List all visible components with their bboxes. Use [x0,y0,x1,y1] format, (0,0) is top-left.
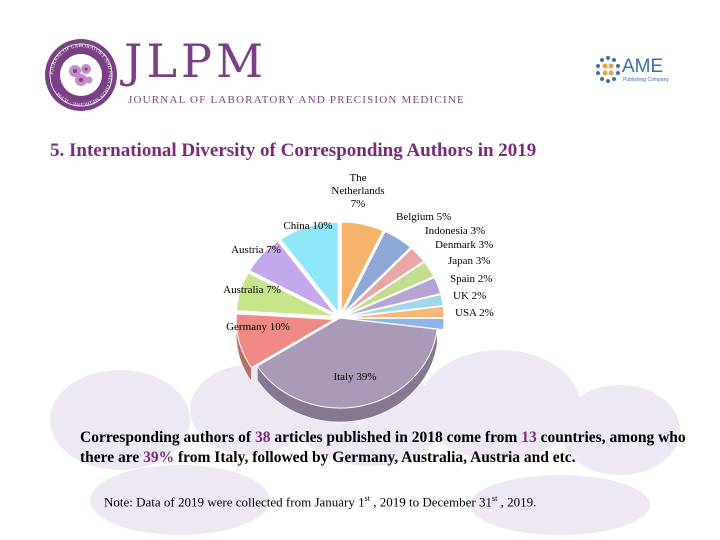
data-label-china-14: China 10% [283,220,332,232]
data-label-indonesia-4: Indonesia 3% [425,225,485,237]
pie-slice-spain [345,293,444,318]
data-label-the-netherlands-1: Netherlands [331,185,384,197]
slide-title: 5. International Diversity of Correspond… [50,140,537,161]
data-label-uk-8: UK 2% [453,290,486,302]
note-sup-2: st [492,494,498,503]
data-label-the-netherlands-2: 7% [351,198,366,210]
summary-text: Corresponding authors of 38 articles pub… [80,428,690,468]
note-part-3: , 2019. [497,494,537,510]
pie-slice-belgium [342,230,412,314]
pie-slice-china [279,221,339,314]
summary-part-3: countries, among who there are [80,429,686,466]
data-label-japan-6: Japan 3% [448,255,490,267]
data-label-austria-13: Austria 7% [231,244,281,256]
pie-slice-denmark [344,261,435,316]
note-part-1: Note: Data of 2019 were collected from J… [104,494,365,510]
note-part-2: , 2019 to December 31 [369,494,492,510]
summary-part-1: Corresponding authors of [80,429,255,446]
pie-slice-germany [235,313,336,369]
journal-abbreviation: JLPM [124,34,268,88]
data-label-belgium-3: Belgium 5% [396,211,451,223]
data-note: Note: Data of 2019 were collected from J… [104,494,536,510]
country-count: 13 [521,429,537,446]
data-label-australia-12: Australia 7% [223,284,281,296]
data-label-italy-10: Italy 39% [333,371,376,383]
pie-slice-japan [345,277,442,317]
summary-part-4: from Italy, followed by Germany, Austral… [174,449,576,466]
pie-slice-indonesia [344,247,425,315]
data-label-spain-7: Spain 2% [450,273,492,285]
pie-slice-austria [248,240,336,315]
pie-slice-australia [235,272,335,317]
data-label-the-netherlands-0: The [349,172,366,184]
pie-slice-uk [345,305,445,319]
data-label-denmark-5: Denmark 3% [435,239,493,251]
pie-slice-the-netherlands [340,221,384,313]
journal-full-name: Journal of Laboratory and Precision Medi… [128,94,465,106]
data-label-usa-9: USA 2% [455,307,494,319]
article-count: 38 [254,429,271,446]
note-sup-1: st [364,494,370,503]
header: JOURNAL OF LABORATORY AND PRECISION MEDI… [0,0,720,120]
publisher-subtitle: Publishing Company [623,77,669,83]
ame-logo-icon [596,56,620,83]
data-label-germany-11: Germany 10% [226,321,290,333]
italy-percent: 39% [143,449,175,466]
pie-slice-italy [256,317,438,409]
summary-part-2: articles published in 2018 come from [270,429,522,446]
journal-seal-logo: JOURNAL OF LABORATORY AND PRECISION MEDI… [45,39,117,111]
publisher-name: AME [622,56,664,77]
